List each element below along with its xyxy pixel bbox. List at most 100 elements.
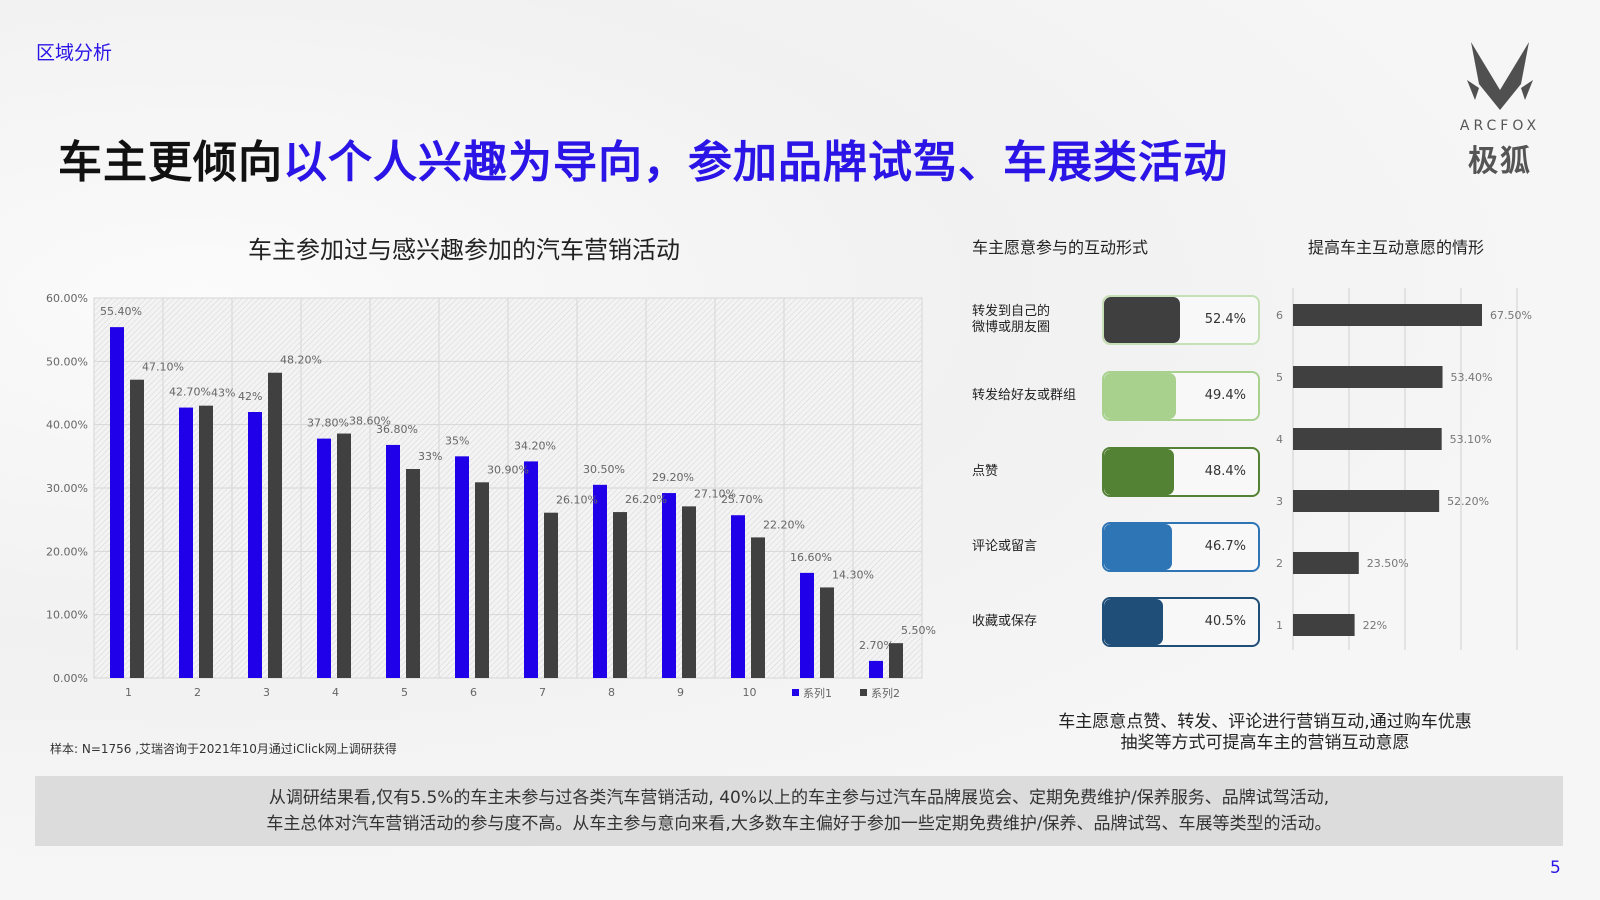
progress-fill [1104,524,1172,570]
data-label: 35% [445,434,469,447]
bar-系列1 [662,493,676,678]
legend-label: 系列2 [871,686,900,700]
y-tick-label: 2 [1276,557,1283,570]
conclusion-line: 车主愿意点赞、转发、评论进行营销互动,通过购车优惠 [1058,712,1472,732]
willingness-bar-chart: 6 67.50% 5 53.40% 4 53.10% 3 52.20% 2 23.50% 1 22% [1276,288,1532,650]
row-label: 转发到自己的 微博或朋友圈 [972,304,1051,335]
x-tick-label: 7 [539,686,546,699]
bar [1293,490,1440,512]
y-tick-label: 60.00% [46,292,88,305]
data-label: 38.60% [349,415,391,428]
chart1-title: 车主参加过与感兴趣参加的汽车营销活动 [248,236,680,264]
progress-bar: 46.7% [1102,522,1260,572]
interaction-row: 评论或留言 46.7% [972,522,1272,572]
page-title: 车主更倾向以个人兴趣为导向，参加品牌试驾、车展类活动 [58,126,1228,190]
progress-bar: 40.5% [1102,597,1260,647]
bar-系列1 [386,444,400,678]
data-label: 53.40% [1451,371,1493,384]
data-label: 34.20% [514,439,556,452]
data-label: 16.60% [790,551,832,564]
data-label: 33% [418,450,442,463]
bar-系列1 [248,412,262,678]
row-label: 点赞 [972,464,999,479]
bar-系列2 [406,469,420,678]
activity-bar-chart: 0.00% 10.00% 20.00% 30.00% 40.00% 50.00% 60.00… [46,292,936,700]
interaction-row: 转发给好友或群组 49.4% [972,371,1272,421]
data-label: 5.50% [901,624,936,637]
bar-系列2 [613,512,627,678]
interaction-row: 收藏或保存 40.5% [972,597,1272,647]
x-tick-label: 1 [125,686,132,699]
bar-系列1 [800,572,814,678]
progress-bar: 48.4% [1102,447,1260,497]
row-label: 收藏或保存 [972,614,1038,629]
progress-fill [1104,449,1175,495]
y-tick-label: 50.00% [46,355,88,368]
interaction-row: 点赞 48.4% [972,447,1272,497]
bar-系列2 [889,643,903,678]
y-tick-label: 6 [1276,309,1283,322]
chart3-title: 提高车主互动意愿的情形 [1308,238,1485,257]
data-label: 48.20% [280,354,322,367]
bar-系列1 [455,456,469,678]
bar [1293,614,1355,636]
x-tick-label: 2 [194,686,201,699]
bar [1293,428,1442,450]
x-tick-label: 5 [401,686,408,699]
data-label: 22.20% [763,518,805,531]
y-tick-label: 40.00% [46,419,88,432]
summary-line: 从调研结果看,仅有5.5%的车主未参与过各类汽车营销活动, 40%以上的车主参与… [268,788,1330,808]
sample-note: 样本: N=1756 ,艾瑞咨询于2021年10月通过iClick网上调研获得 [50,742,397,756]
data-label: 37.80% [307,417,349,430]
bar [1293,304,1482,326]
bar-系列1 [179,407,193,678]
bar-系列1 [869,660,883,678]
row-label: 转发给好友或群组 [972,388,1077,403]
legend-swatch [792,689,799,696]
conclusion-text: 车主愿意点赞、转发、评论进行营销互动,通过购车优惠 抽奖等方式可提高车主的营销互… [1000,712,1530,754]
data-label: 53.10% [1450,433,1492,446]
bar-系列2 [268,372,282,678]
data-label: 47.10% [142,361,184,374]
arcfox-logo: ARCFOX 极狐 [1440,40,1560,180]
bar-系列1 [593,484,607,678]
conclusion-line: 抽奖等方式可提高车主的营销互动意愿 [1120,733,1410,753]
data-label: 30.50% [583,463,625,476]
bar-系列1 [317,438,331,678]
y-tick-label: 1 [1276,619,1283,632]
progress-fill [1104,297,1180,343]
progress-value: 40.5% [1204,614,1246,629]
data-label: 2.70% [859,639,894,652]
progress-value: 52.4% [1204,312,1246,327]
data-label: 29.20% [652,471,694,484]
summary-box: 从调研结果看,仅有5.5%的车主未参与过各类汽车营销活动, 40%以上的车主参与… [35,776,1563,846]
x-tick-label: 8 [608,686,615,699]
title-highlight: 以个人兴趣为导向，参加品牌试驾、车展类活动 [283,137,1228,188]
data-label: 26.10% [556,494,598,507]
row-label: 评论或留言 [972,539,1038,554]
bar-系列2 [130,379,144,678]
data-label: 26.20% [625,493,667,506]
x-tick-label: 10 [743,686,757,699]
data-label: 36.80% [376,423,418,436]
logo-cn: 极狐 [1468,144,1532,179]
y-tick-label: 4 [1276,433,1283,446]
progress-value: 49.4% [1204,388,1246,403]
data-label: 67.50% [1490,309,1532,322]
x-tick-label: 6 [470,686,477,699]
progress-bar: 52.4% [1102,295,1260,345]
data-label: 42.70% [169,386,211,399]
title-prefix: 车主更倾向 [58,137,283,188]
bar-系列2 [751,537,765,678]
progress-bar: 49.4% [1102,371,1260,421]
y-tick-label: 0.00% [53,672,88,685]
bar-系列1 [110,327,124,678]
data-label: 14.30% [832,568,874,581]
progress-value: 46.7% [1204,539,1246,554]
y-tick-label: 5 [1276,371,1283,384]
data-label: 27.10% [694,487,736,500]
x-tick-label: 9 [677,686,684,699]
legend-swatch [860,689,867,696]
section-label: 区域分析 [36,42,113,64]
bar-系列1 [524,461,538,678]
